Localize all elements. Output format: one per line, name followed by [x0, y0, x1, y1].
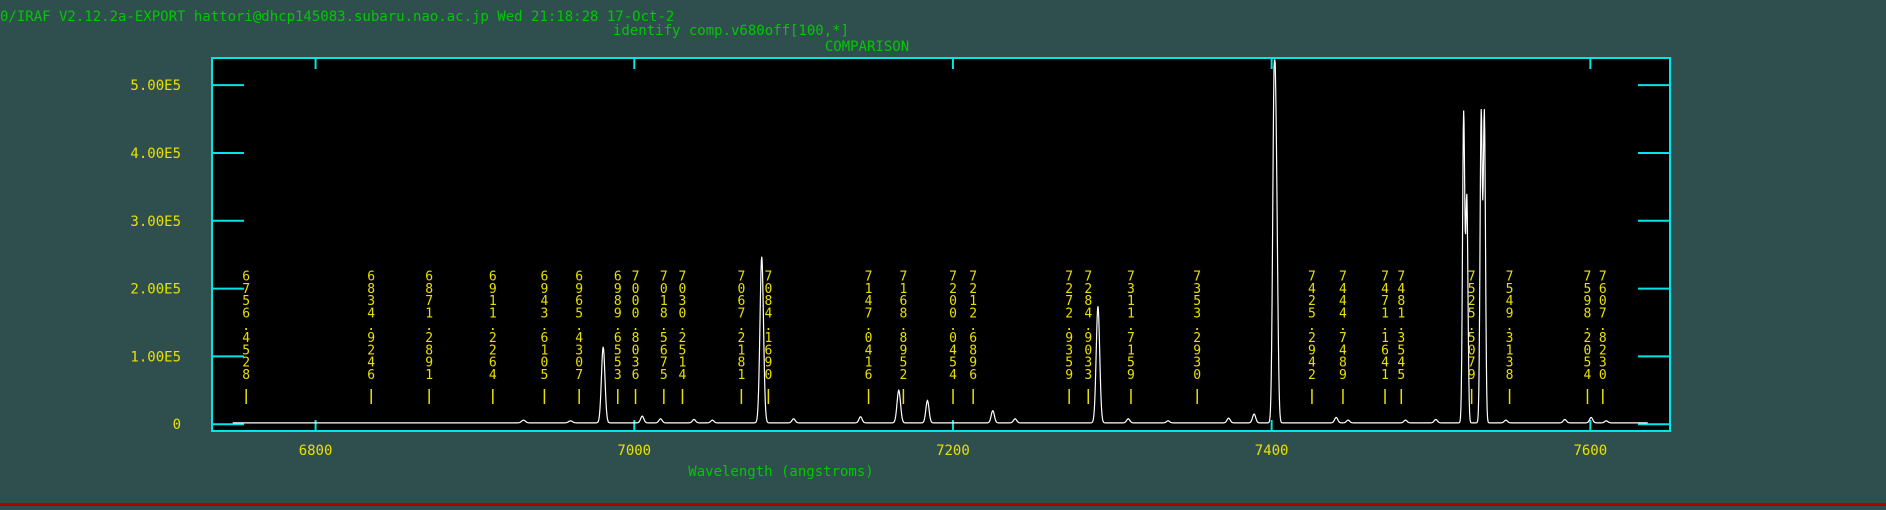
x-axis-label: Wavelength (angstroms) — [688, 464, 873, 480]
chart-title: COMPARISON — [825, 39, 909, 55]
spectrum-line — [232, 59, 1648, 424]
x-tick-label: 7200 — [936, 443, 970, 459]
y-tick-label: 0 — [173, 417, 181, 433]
y-tick-label: 2.00E5 — [130, 282, 181, 298]
y-tick-label: 1.00E5 — [130, 349, 181, 365]
plot-area — [212, 58, 1670, 431]
plot-frame — [211, 57, 1671, 432]
x-tick-label: 7400 — [1255, 443, 1289, 459]
x-tick-label: 6800 — [299, 443, 333, 459]
x-tick-label: 7600 — [1573, 443, 1607, 459]
window-bottom-edge — [0, 503, 1886, 506]
command-line: identify comp.v680off[100,*] — [613, 23, 849, 39]
y-tick-label: 3.00E5 — [130, 214, 181, 230]
chart-marks — [212, 58, 1670, 431]
x-tick-label: 7000 — [617, 443, 651, 459]
system-header: 0/IRAF V2.12.2a-EXPORT hattori@dhcp14508… — [0, 9, 674, 25]
y-tick-label: 5.00E5 — [130, 78, 181, 94]
y-tick-label: 4.00E5 — [130, 146, 181, 162]
